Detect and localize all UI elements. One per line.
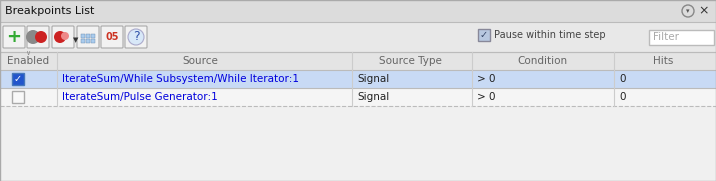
Circle shape [54,31,66,43]
Text: Condition: Condition [517,56,567,66]
Text: ×: × [699,5,710,18]
FancyBboxPatch shape [27,26,49,48]
Text: Enabled: Enabled [7,56,49,66]
Text: 0: 0 [619,74,626,84]
Circle shape [61,32,69,40]
Text: +: + [6,28,21,46]
Bar [649,30,714,45]
Bar [12,91,24,103]
Text: Signal: Signal [357,74,390,84]
FancyBboxPatch shape [3,26,25,48]
Bar [81,34,85,38]
Bar [0,22,716,52]
Text: Filter: Filter [653,33,679,43]
Text: 0: 0 [619,92,626,102]
Bar [0,52,716,70]
Circle shape [128,29,144,45]
FancyBboxPatch shape [52,26,74,48]
Text: Breakpoints List: Breakpoints List [5,6,95,16]
Bar [0,88,716,106]
Circle shape [26,30,40,44]
FancyBboxPatch shape [77,26,99,48]
Text: ▾: ▾ [686,8,690,14]
Bar [86,34,90,38]
FancyBboxPatch shape [125,26,147,48]
Text: Pause within time step: Pause within time step [494,30,606,40]
Bar [86,39,90,43]
Bar [12,73,24,85]
Bar [478,29,490,41]
Bar [81,39,85,43]
Text: ∨: ∨ [26,50,31,56]
Text: ✓: ✓ [14,74,22,84]
Text: ✓: ✓ [480,30,488,40]
Text: > 0: > 0 [477,74,495,84]
Text: Signal: Signal [357,92,390,102]
Text: IterateSum/Pulse Generator:1: IterateSum/Pulse Generator:1 [62,92,218,102]
Text: 05: 05 [105,32,119,42]
Text: Source: Source [182,56,218,66]
FancyBboxPatch shape [101,26,123,48]
Text: > 0: > 0 [477,92,495,102]
Text: ?: ? [132,31,140,43]
Text: ▼: ▼ [73,37,79,43]
Bar [0,0,716,22]
Bar [91,34,95,38]
Bar [0,70,716,88]
Text: Source Type: Source Type [379,56,442,66]
Bar [0,106,716,181]
Circle shape [35,31,47,43]
Text: Hits: Hits [653,56,673,66]
Bar [91,39,95,43]
Text: IterateSum/While Subsystem/While Iterator:1: IterateSum/While Subsystem/While Iterato… [62,74,299,84]
